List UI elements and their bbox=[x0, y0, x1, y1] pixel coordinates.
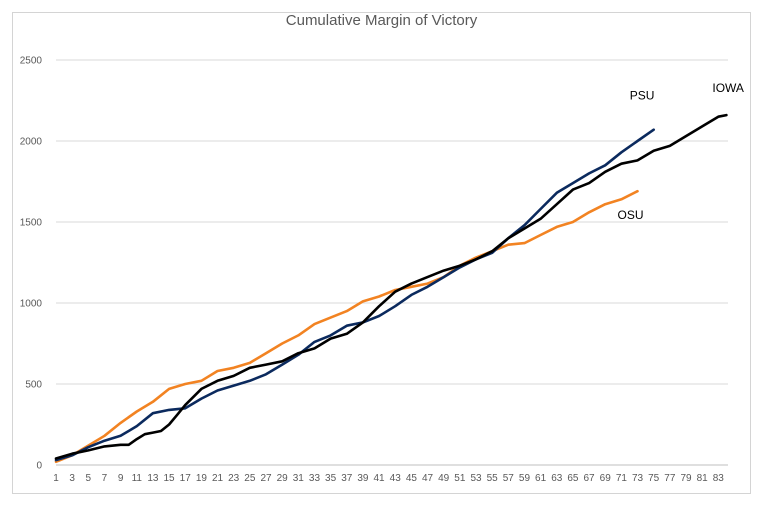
x-tick-label: 57 bbox=[503, 473, 515, 484]
x-tick-label: 31 bbox=[293, 473, 305, 484]
y-tick-label: 1000 bbox=[20, 299, 43, 310]
series-label-osu: OSU bbox=[618, 208, 644, 222]
x-tick-label: 5 bbox=[86, 473, 92, 484]
x-tick-label: 39 bbox=[357, 473, 369, 484]
x-tick-label: 19 bbox=[196, 473, 208, 484]
x-tick-label: 75 bbox=[648, 473, 660, 484]
x-tick-label: 25 bbox=[244, 473, 256, 484]
x-tick-label: 53 bbox=[470, 473, 482, 484]
x-tick-label: 65 bbox=[567, 473, 579, 484]
x-tick-label: 27 bbox=[260, 473, 272, 484]
series-label-psu: PSU bbox=[630, 89, 655, 103]
x-tick-label: 73 bbox=[632, 473, 644, 484]
x-tick-label: 21 bbox=[212, 473, 224, 484]
series-line-osu bbox=[54, 189, 639, 464]
x-tick-label: 77 bbox=[664, 473, 676, 484]
x-tick-label: 41 bbox=[374, 473, 386, 484]
y-tick-label: 1500 bbox=[20, 218, 43, 229]
x-tick-label: 9 bbox=[118, 473, 124, 484]
series-labels: IOWA PSU OSU bbox=[618, 81, 744, 222]
x-tick-label: 83 bbox=[713, 473, 725, 484]
x-tick-label: 17 bbox=[180, 473, 192, 484]
x-tick-label: 51 bbox=[454, 473, 466, 484]
x-tick-label: 71 bbox=[616, 473, 628, 484]
grid-layer bbox=[56, 59, 728, 466]
x-tick-label: 67 bbox=[584, 473, 596, 484]
x-tick-label: 79 bbox=[680, 473, 692, 484]
x-tick-label: 43 bbox=[390, 473, 402, 484]
x-tick-label: 45 bbox=[406, 473, 418, 484]
x-tick-label: 15 bbox=[164, 473, 176, 484]
series-line-iowa bbox=[54, 113, 728, 460]
y-tick-label: 500 bbox=[25, 380, 42, 391]
x-tick-label: 47 bbox=[422, 473, 434, 484]
series-layer bbox=[54, 113, 728, 464]
x-tick-label: 3 bbox=[69, 473, 75, 484]
x-tick-label: 49 bbox=[438, 473, 450, 484]
series-label-iowa: IOWA bbox=[712, 81, 744, 95]
x-tick-label: 37 bbox=[341, 473, 353, 484]
y-tick-label: 0 bbox=[36, 461, 42, 472]
series-line-psu bbox=[54, 128, 656, 462]
x-tick-label: 61 bbox=[535, 473, 547, 484]
x-tick-label: 81 bbox=[697, 473, 709, 484]
y-tick-label: 2000 bbox=[20, 137, 43, 148]
x-tick-label: 7 bbox=[102, 473, 108, 484]
x-tick-label: 55 bbox=[487, 473, 499, 484]
y-tick-labels: 0 500 1000 1500 2000 2500 bbox=[20, 56, 43, 472]
x-tick-label: 69 bbox=[600, 473, 612, 484]
x-tick-label: 59 bbox=[519, 473, 531, 484]
x-tick-label: 13 bbox=[147, 473, 159, 484]
x-tick-label: 33 bbox=[309, 473, 321, 484]
x-tick-label: 35 bbox=[325, 473, 337, 484]
x-tick-label: 23 bbox=[228, 473, 240, 484]
chart-title: Cumulative Margin of Victory bbox=[285, 12, 478, 29]
x-tick-labels: 1 3 5 7 9 11 13 15 17 19 21 23 25 27 29 31 33 35 37 39 41 43 4… bbox=[53, 473, 724, 484]
x-tick-label: 63 bbox=[551, 473, 563, 484]
x-tick-label: 29 bbox=[277, 473, 289, 484]
x-tick-label: 11 bbox=[132, 473, 143, 484]
x-tick-label: 1 bbox=[53, 473, 59, 484]
y-tick-label: 2500 bbox=[20, 56, 43, 67]
